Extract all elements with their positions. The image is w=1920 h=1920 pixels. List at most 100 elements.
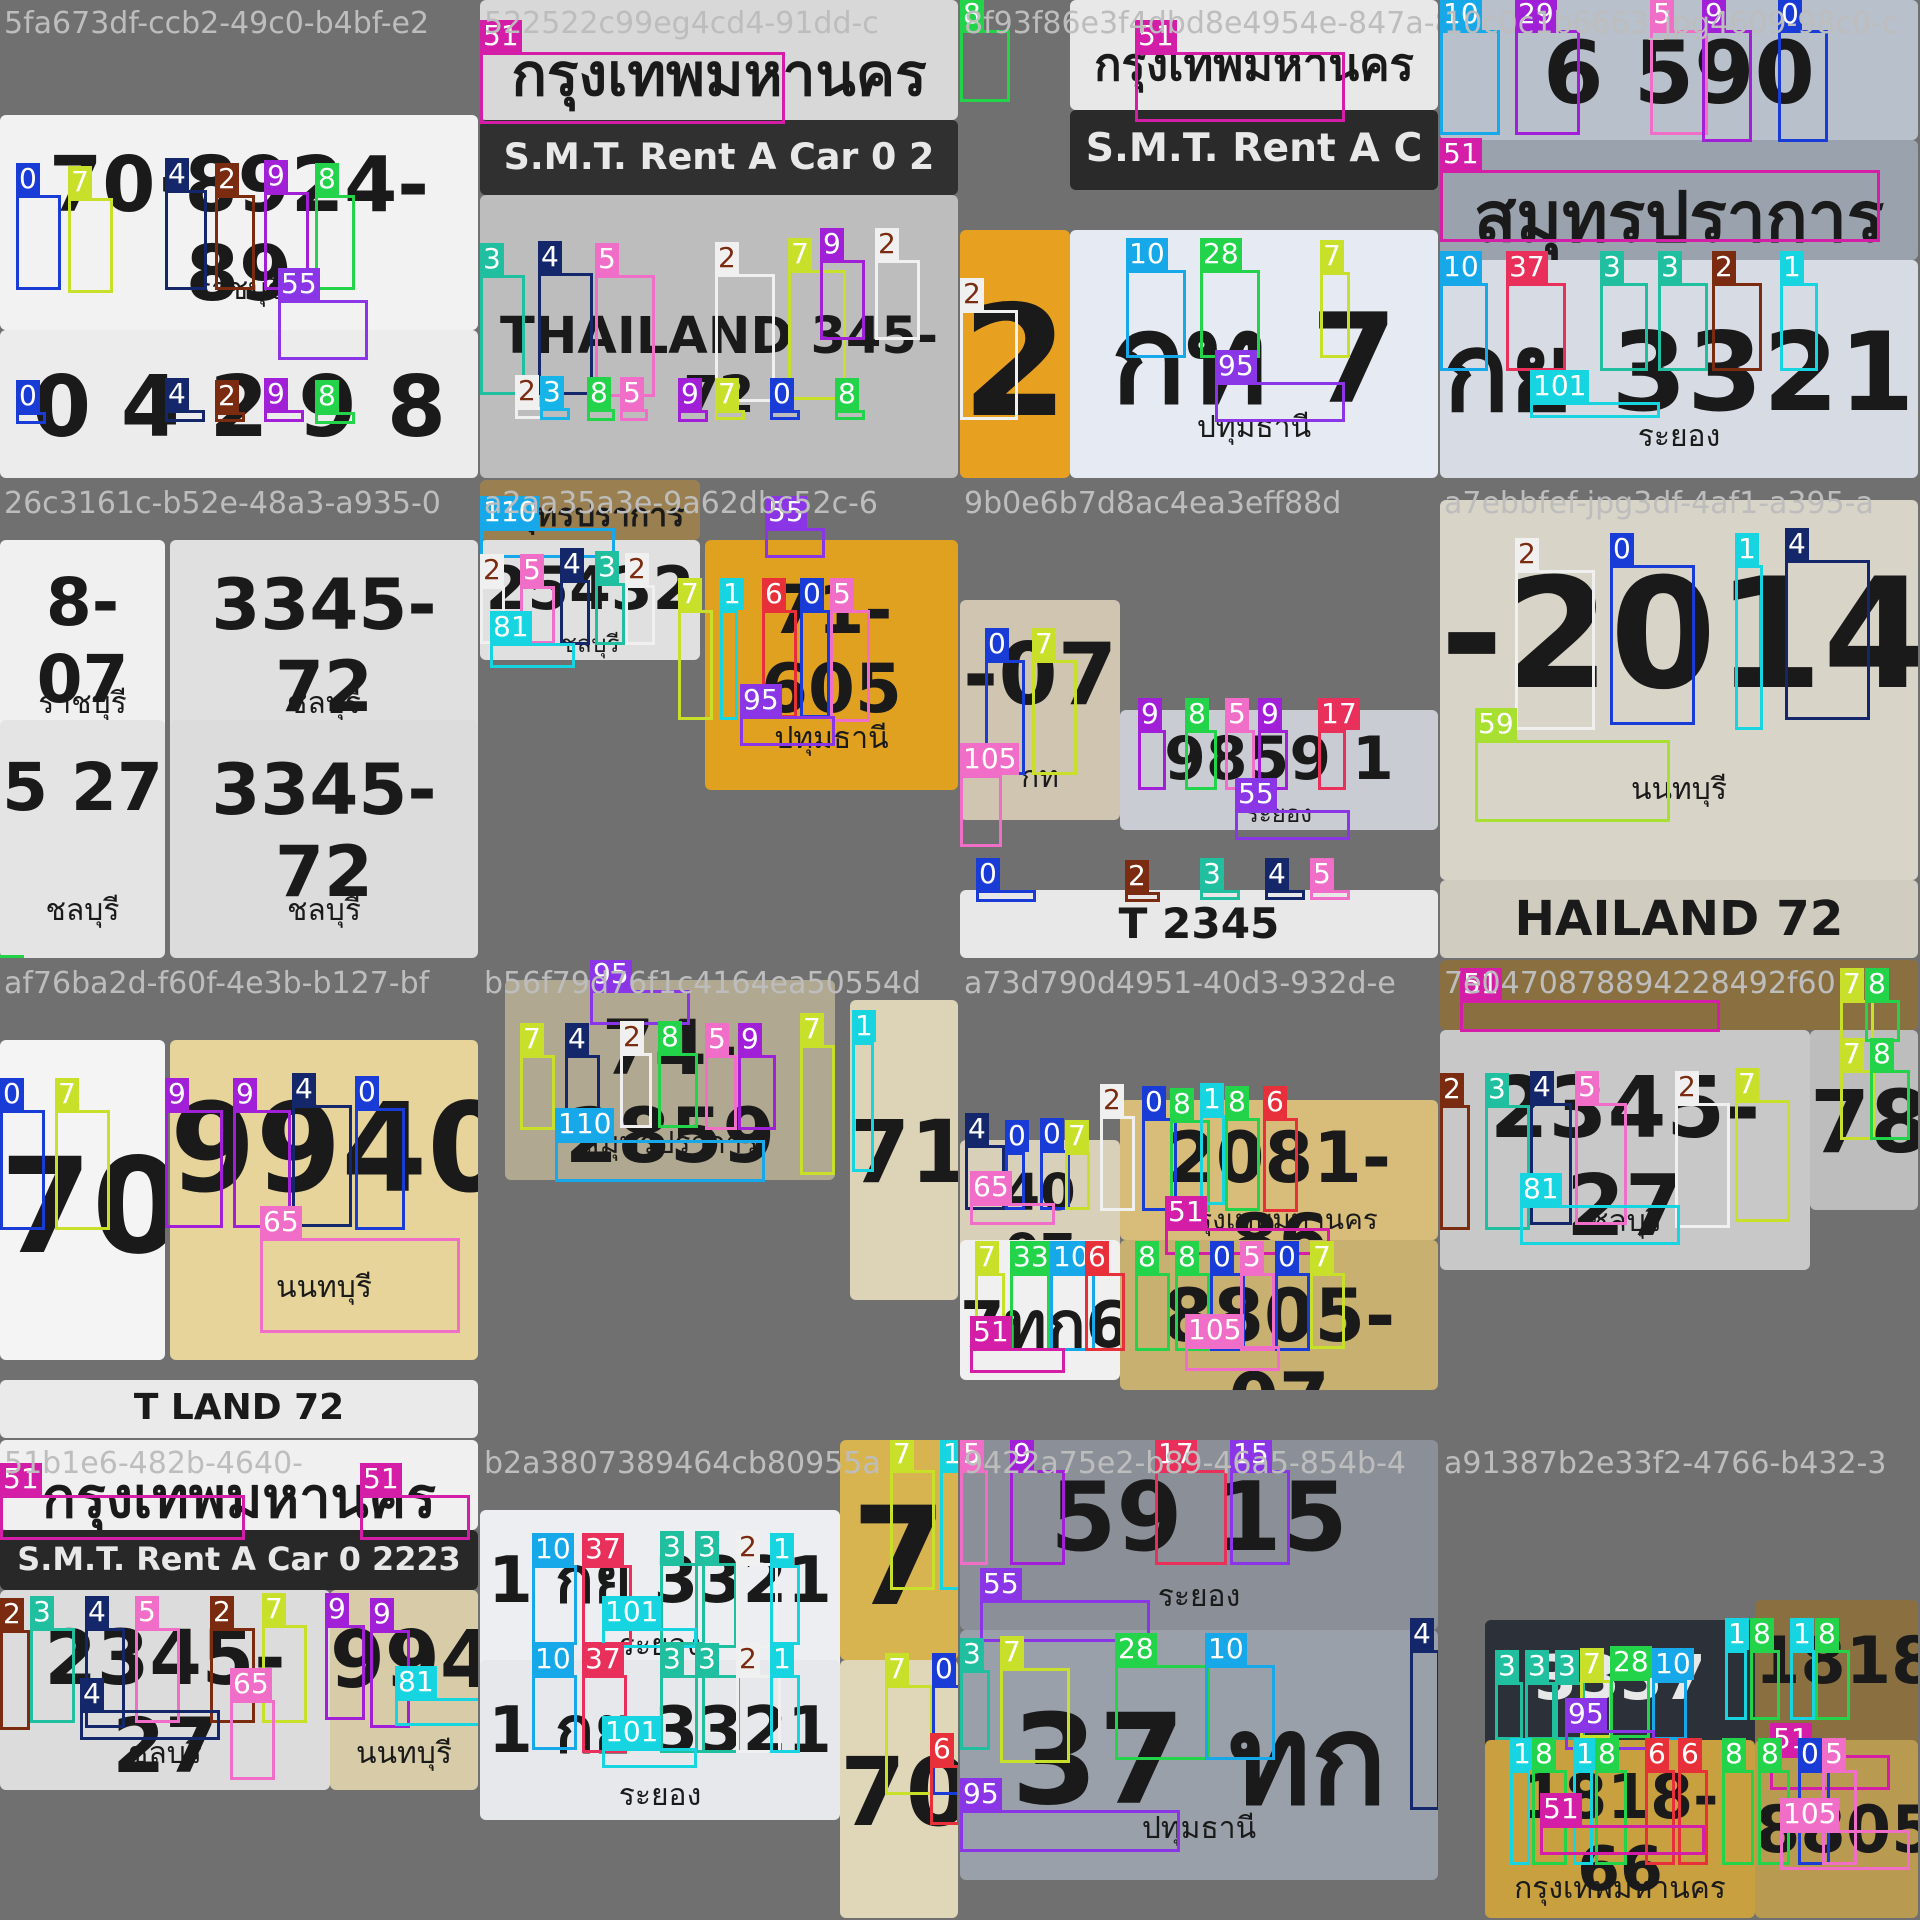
class-label: 9 [1138, 698, 1162, 730]
class-label: 8 [658, 1021, 682, 1053]
class-label: 110 [480, 496, 540, 528]
detection-box: 4 [80, 1678, 220, 1740]
plate-characters: 71 [850, 1102, 958, 1203]
class-label: 8 [835, 378, 859, 410]
detection-box: 5 [135, 1596, 180, 1723]
class-label: 95 [1565, 1698, 1607, 1730]
license-plate-crop: 8-07 ราชบุรี [0, 540, 165, 740]
license-plate-crop: T LAND 72 [0, 1380, 478, 1438]
class-label: 4 [560, 548, 584, 580]
class-label: 2 [1515, 538, 1539, 570]
image-tile: 26c3161c-b52e-48a3-a935-0 8-07 ราชบุรี 3345… [0, 480, 478, 958]
class-label: 5 [1822, 1738, 1846, 1770]
detection-box: 2 [1712, 251, 1762, 371]
class-label: 9 [165, 1078, 189, 1110]
detection-box: 5 [830, 578, 870, 722]
detection-box: 7 [890, 1440, 935, 1590]
detection-box: 33 [1010, 1241, 1052, 1351]
class-label: 101 [1530, 370, 1590, 402]
detection-box: 7 [1735, 1068, 1790, 1222]
detection-box: 10 [1205, 1633, 1275, 1760]
detection-box: 7 [800, 1013, 835, 1175]
plate-province: ชลบุรี [128, 1736, 202, 1771]
class-label: 110 [555, 1108, 615, 1140]
detection-box: 1 [720, 578, 744, 720]
detection-box: 10 [1126, 238, 1186, 358]
detection-box: 95 [1215, 350, 1345, 422]
class-label: 51 [1540, 1793, 1582, 1825]
detection-box: 1 [1780, 251, 1818, 371]
class-label: 95 [590, 960, 632, 990]
detection-box: 8 [1175, 1241, 1210, 1351]
class-label: 7 [1840, 1038, 1864, 1070]
class-label: 3 [1200, 858, 1224, 890]
tile-filename: 8f93f86e3f4dbd8e4954e-847a-8 [964, 6, 1438, 41]
class-label: 9 [370, 1598, 394, 1630]
detection-box: 2 [625, 553, 655, 645]
detection-box: 28 [1610, 1646, 1652, 1738]
detection-box: 1 [770, 1533, 800, 1645]
detection-box: 8 [1185, 698, 1217, 790]
detection-box: 7 [520, 1023, 555, 1130]
class-label: 1 [770, 1533, 794, 1565]
detection-box: 2 [736, 1643, 781, 1753]
class-label: 3 [660, 1643, 684, 1675]
class-label: 3 [480, 243, 504, 275]
class-label: 0 [1778, 0, 1802, 30]
class-label: 2 [480, 554, 504, 586]
detection-box: 5 [1240, 1241, 1275, 1351]
detection-box: 8 [1170, 1088, 1210, 1212]
detection-box: 3 [1600, 251, 1648, 371]
class-label: 7 [262, 1593, 286, 1625]
class-label: 1 [1510, 1738, 1534, 1770]
class-label: 81 [395, 1666, 437, 1698]
class-label: 0 [985, 628, 1009, 660]
class-label: 6 [1678, 1738, 1702, 1770]
class-label: 6 [1645, 1738, 1669, 1770]
class-label: 8 [1185, 698, 1209, 730]
class-label: 3 [695, 1643, 719, 1675]
detection-box: 3 [660, 1643, 705, 1753]
detection-box: 59 [1475, 708, 1670, 822]
detection-box: 28 [1115, 1633, 1210, 1760]
class-label: 8 [315, 380, 339, 412]
detection-box: 1 [770, 1643, 800, 1753]
plate-characters: 59 15 [1050, 1462, 1348, 1573]
class-label: 7 [1840, 968, 1864, 1000]
tile-filename: 7e0470878894228492f60 [1444, 966, 1836, 1001]
detection-box: 2 [515, 375, 543, 419]
plate-province: นนทบุรี [276, 1270, 372, 1305]
image-tile: 5fa673df-ccb2-49c0-b4bf-e2 70·8924-89 ราชบ… [0, 0, 478, 478]
license-plate-crop: 0 4 2 9 8 [0, 330, 478, 478]
license-plate-crop [1440, 960, 1918, 1030]
class-label: 7 [678, 578, 702, 610]
detection-box: 8 [960, 0, 1010, 102]
class-label: 6 [1085, 1241, 1109, 1273]
class-label: 0 [16, 163, 40, 195]
detection-box: 7 [885, 1653, 933, 1795]
class-label: 95 [960, 1778, 1002, 1810]
class-label: 59 [1475, 708, 1517, 740]
class-label: 2 [736, 1643, 760, 1675]
class-label: 17 [1155, 1440, 1197, 1470]
class-label: 9 [1702, 0, 1726, 30]
class-label: 10 [532, 1533, 574, 1565]
license-plate-crop: 7 [840, 1440, 958, 1660]
class-label: 7 [890, 1440, 914, 1470]
plate-characters: S.M.T. Rent A C [1085, 126, 1423, 172]
class-label: 1 [940, 1440, 958, 1470]
detection-box: 110 [555, 1108, 765, 1182]
image-tile: 8f93f86e3f4dbd8e4954e-847a-8 กรุงเทพมหานค… [960, 0, 1438, 478]
class-label: 8 [315, 163, 339, 195]
detection-box: 8 [1870, 1038, 1910, 1140]
detection-box: 5 [1310, 858, 1350, 900]
detection-box: 6 [1645, 1738, 1675, 1865]
class-label: 95 [1215, 350, 1257, 382]
class-label: 65 [260, 1206, 302, 1238]
class-label: 8 [960, 0, 984, 30]
class-label: 5 [1310, 858, 1334, 890]
detection-box: 8 [835, 378, 865, 420]
tile-filename: a73d790d4951-40d3-932d-e [964, 966, 1396, 1001]
detection-box: 0 [16, 163, 61, 290]
